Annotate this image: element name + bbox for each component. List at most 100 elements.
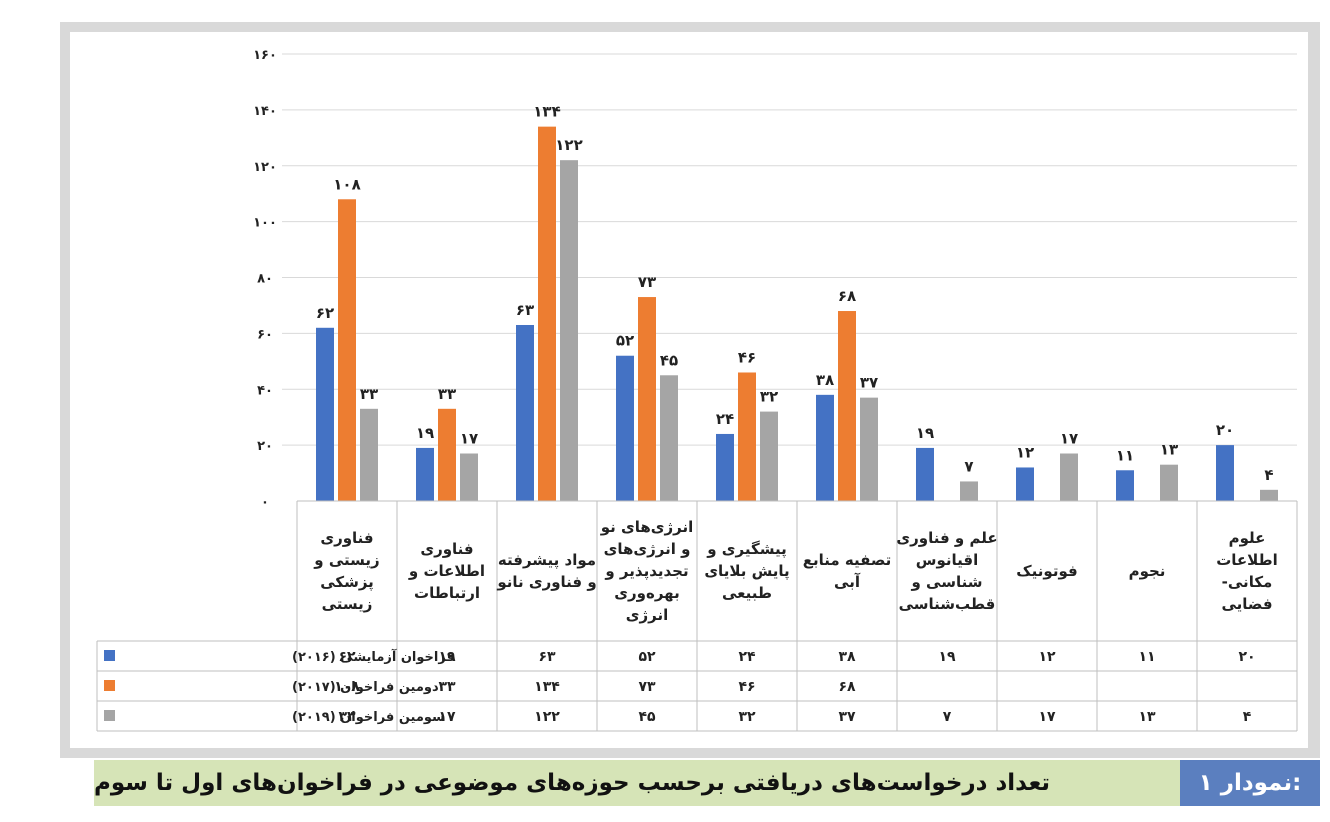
bar-s3-c6 <box>860 397 878 501</box>
category-label-3: مواد پیشرفته و فناوری نانو <box>496 551 596 591</box>
bar-s3-c9 <box>1160 464 1178 501</box>
category-label-4: انرژی‌های نو و انرژی‌های تجدیدپذیر و بهره‌و… <box>600 518 694 624</box>
bar-s2-c5 <box>738 372 756 501</box>
bar-s1-c8 <box>1016 467 1034 501</box>
table-cell-s3-c7: ۷ <box>943 709 952 725</box>
table-cell-s1-c10: ۲۰ <box>1238 649 1255 665</box>
y-tick-label: ۰ <box>261 495 269 510</box>
data-label-s2-c2: ۳۳ <box>438 385 456 403</box>
data-label-s2-c4: ۷۳ <box>638 273 656 291</box>
y-tick-label: ۴۰ <box>257 383 273 398</box>
bar-s2-c2 <box>438 408 456 501</box>
bar-s1-c3 <box>516 324 534 501</box>
data-label-s2-c1: ۱۰۸ <box>333 175 360 193</box>
data-label-s3-c5: ۳۲ <box>760 388 778 406</box>
legend-label-s3: سومین فراخوان (۲۰۱۹) <box>292 710 445 725</box>
category-label-6: تصفیه منابع آبی <box>803 551 892 591</box>
table-cell-s1-c6: ۳۸ <box>838 649 856 665</box>
y-tick-label: ۶۰ <box>257 327 273 342</box>
table-cell-s1-c1: ۶۲ <box>338 649 356 665</box>
data-label-s3-c1: ۳۳ <box>360 385 378 403</box>
bar-s1-c5 <box>716 433 734 501</box>
bar-s2-c1 <box>338 199 356 501</box>
legend-swatch-s3 <box>104 710 115 721</box>
category-label-5: پیشگیری و پایش بلایای طبیعی <box>704 540 789 602</box>
table-cell-s2-c5: ۴۶ <box>738 679 755 695</box>
data-label-s1-c5: ۲۴ <box>716 410 734 428</box>
table-cell-s1-c5: ۲۴ <box>738 649 756 665</box>
data-label-s1-c4: ۵۲ <box>616 332 634 350</box>
table-cell-s3-c3: ۱۲۲ <box>534 709 560 725</box>
table-cell-s1-c4: ۵۲ <box>638 649 656 665</box>
table-cell-s3-c1: ۳۳ <box>338 709 356 725</box>
category-label-10: علوم اطلاعات مکانی-فضایی <box>1216 529 1278 613</box>
bar-s2-c4 <box>638 297 656 501</box>
bar-s2-c3 <box>538 126 556 501</box>
bar-s2-c6 <box>838 311 856 501</box>
bar-s1-c4 <box>616 355 634 501</box>
category-label-8: فوتونیک <box>1016 562 1077 580</box>
caption-title: تعداد درخواست‌های دریافتی برحسب حوزه‌های… <box>94 770 1051 796</box>
bar-s3-c7 <box>960 481 978 501</box>
legend-label-s1: فراخوان آزمایشی (۲۰۱۶) <box>292 648 455 665</box>
data-label-s1-c8: ۱۲ <box>1016 443 1034 461</box>
table-cell-s2-c2: ۳۳ <box>438 679 456 695</box>
table-cell-s1-c8: ۱۲ <box>1038 649 1056 665</box>
bar-s3-c4 <box>660 375 678 501</box>
legend-swatch-s2 <box>104 680 115 691</box>
grid-layer <box>282 53 1297 446</box>
bar-s3-c1 <box>360 408 378 501</box>
table-cell-s2-c1: ۱۰۸ <box>334 679 360 695</box>
y-axis-ticks: ۰ ۲۰ ۴۰ ۶۰ ۸۰ ۱۰۰ ۱۲۰ ۱۴۰ ۱۶۰ <box>253 48 277 510</box>
category-label-1: فناوری زیستی و پزشکی زیستی <box>313 529 379 613</box>
data-label-s3-c8: ۱۷ <box>1060 430 1078 448</box>
bar-s3-c2 <box>460 453 478 501</box>
data-label-s1-c9: ۱۱ <box>1116 446 1134 464</box>
legend-label-s2: دومین فراخوان (۲۰۱۷) <box>292 680 439 695</box>
bar-s1-c10 <box>1216 445 1234 501</box>
table-cell-s3-c6: ۳۷ <box>838 709 856 725</box>
bar-s3-c10 <box>1260 489 1278 501</box>
data-label-s1-c1: ۶۲ <box>316 304 334 322</box>
table-cell-s1-c7: ۱۹ <box>938 649 956 665</box>
data-label-s3-c3: ۱۲۲ <box>555 136 582 154</box>
category-label-7: علم و فناوری اقیانوس شناسی و قطب‌شناسی <box>896 529 997 613</box>
category-label-9: نجوم <box>1129 562 1166 580</box>
y-tick-label: ۱۶۰ <box>253 48 277 63</box>
table-cell-s1-c3: ۶۳ <box>538 649 556 665</box>
table-cell-s3-c10: ۴ <box>1243 709 1252 725</box>
table-cell-s1-c2: ۱۹ <box>438 649 456 665</box>
legend-swatch-s1 <box>104 650 115 661</box>
data-label-s1-c10: ۲۰ <box>1216 421 1234 439</box>
bar-s3-c3 <box>560 160 578 501</box>
y-tick-label: ۲۰ <box>257 439 273 454</box>
data-label-s3-c6: ۳۷ <box>860 374 878 392</box>
table-cell-s3-c8: ۱۷ <box>1038 709 1056 725</box>
category-label-2: فناوری اطلاعات و ارتباطات <box>408 540 485 602</box>
data-label-s2-c5: ۴۶ <box>738 348 756 366</box>
data-table: فناوری زیستی و پزشکی زیستی فناوری اطلاعات و ار… <box>96 500 1298 732</box>
bar-chart: ۰ ۲۰ ۴۰ ۶۰ ۸۰ ۱۰۰ ۱۲۰ ۱۴۰ ۱۶۰ ۶۲ ۱۹ ۶۳ ۵۲ ۲۴ ۳۸ ۱۹ ۱۲ ۱۱… <box>96 48 1298 732</box>
data-label-s1-c3: ۶۳ <box>516 301 534 319</box>
bar-s3-c8 <box>1060 453 1078 501</box>
data-label-s1-c2: ۱۹ <box>416 424 434 442</box>
data-label-s3-c7: ۷ <box>964 457 973 475</box>
bar-s1-c1 <box>316 327 334 501</box>
bars-layer <box>316 126 1278 501</box>
data-label-s3-c4: ۴۵ <box>660 351 678 369</box>
table-cell-s3-c4: ۴۵ <box>638 709 656 725</box>
table-cell-s3-c9: ۱۳ <box>1138 709 1156 725</box>
bar-s1-c6 <box>816 394 834 501</box>
y-tick-label: ۱۲۰ <box>253 160 277 175</box>
data-label-s3-c10: ۴ <box>1264 466 1273 484</box>
bar-s3-c5 <box>760 411 778 501</box>
data-label-s2-c3: ۱۳۴ <box>533 103 560 121</box>
caption-bar <box>94 760 1320 806</box>
data-label-s3-c2: ۱۷ <box>460 430 478 448</box>
bar-s1-c7 <box>916 447 934 501</box>
chart-panel <box>70 32 1308 748</box>
y-tick-label: ۱۴۰ <box>253 104 277 119</box>
caption-number: نمودار ۱: <box>1180 760 1320 806</box>
table-cell-s2-c4: ۷۳ <box>638 679 656 695</box>
